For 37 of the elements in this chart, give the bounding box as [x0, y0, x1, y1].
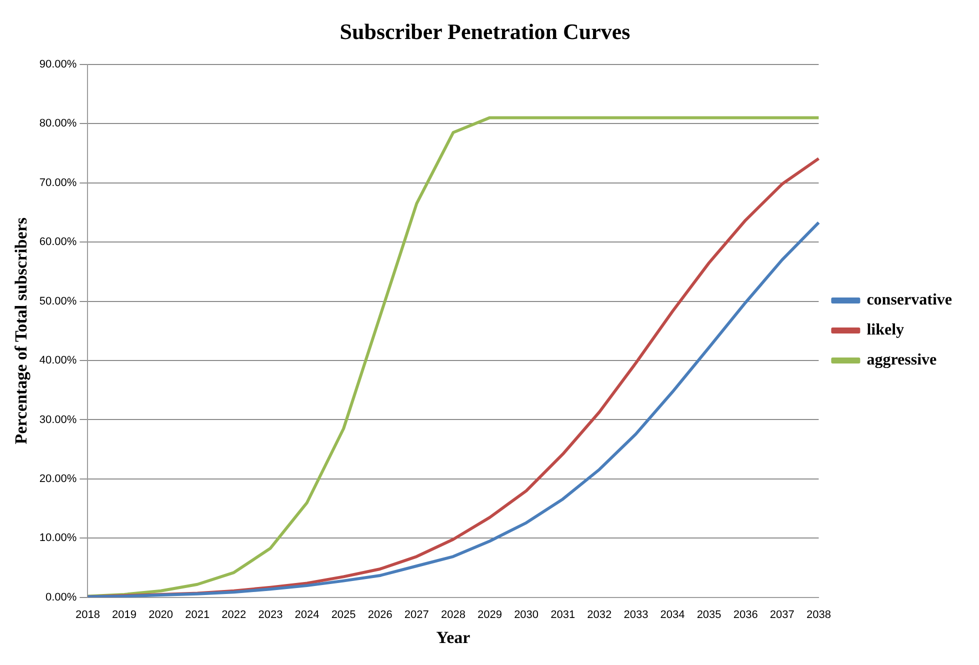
x-tick-label: 2031	[550, 609, 576, 622]
x-tick-label: 2024	[294, 609, 320, 622]
y-tick-label: 80.00%	[39, 118, 77, 130]
x-tick-label: 2036	[733, 609, 758, 622]
y-tick-label: 10.00%	[39, 532, 77, 544]
x-tick-label: 2027	[404, 609, 429, 622]
legend-label: likely	[866, 322, 904, 339]
y-tick-label: 40.00%	[39, 354, 77, 367]
y-tick-label: 60.00%	[39, 236, 77, 248]
x-tick-label: 2025	[331, 609, 356, 622]
x-tick-label: 2032	[587, 609, 612, 622]
x-tick-label: 2018	[75, 609, 100, 622]
y-tick-label: 0.00%	[46, 591, 77, 604]
y-tick-label: 50.00%	[39, 295, 77, 308]
x-tick-label: 2028	[440, 609, 466, 622]
legend-label: conservative	[866, 292, 952, 309]
x-tick-label: 2022	[222, 609, 246, 622]
x-tick-label: 2034	[660, 609, 685, 622]
x-tick-label: 2029	[478, 609, 502, 622]
y-tick-label: 70.00%	[39, 176, 77, 189]
x-tick-label: 2033	[624, 609, 648, 622]
x-axis-title: Year	[436, 628, 471, 648]
x-tick-label: 2037	[770, 609, 794, 622]
legend-label: aggressive	[866, 352, 937, 369]
x-tick-label: 2019	[112, 609, 136, 622]
y-axis-title: Percentage of Total subscribers	[12, 217, 31, 444]
x-tick-label: 2035	[696, 609, 722, 622]
x-tick-label: 2038	[806, 609, 831, 622]
chart-title: Subscriber Penetration Curves	[340, 18, 631, 44]
x-tick-label: 2020	[148, 609, 174, 622]
x-tick-label: 2023	[258, 609, 283, 622]
y-tick-label: 90.00%	[39, 58, 77, 70]
y-tick-label: 20.00%	[39, 472, 77, 485]
x-tick-label: 2021	[185, 609, 210, 622]
x-tick-label: 2030	[514, 609, 539, 622]
x-tick-label: 2026	[368, 609, 392, 622]
y-tick-label: 30.00%	[39, 414, 77, 426]
